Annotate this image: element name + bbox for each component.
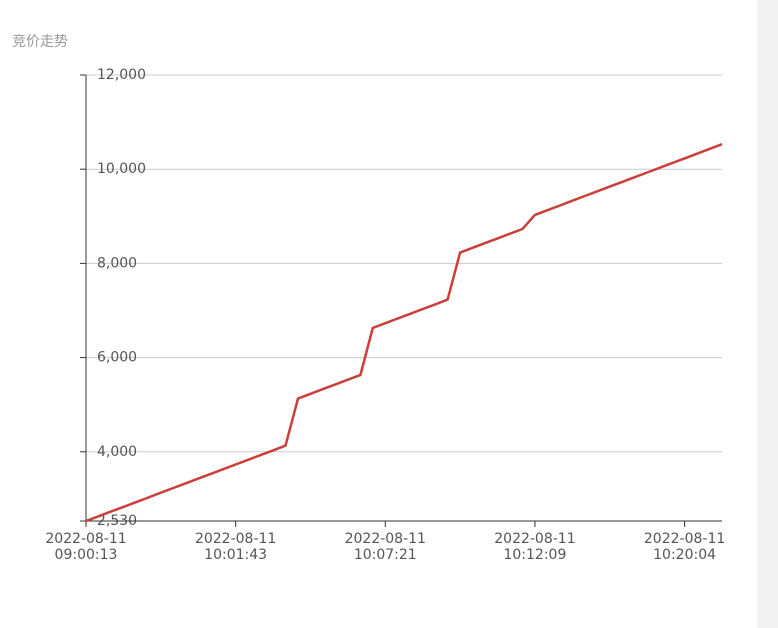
side-strip [757,0,778,628]
x-tick-label: 2022-08-11 10:07:21 [344,531,426,563]
y-tick-label: 6,000 [97,350,137,366]
y-tick-label: 4,000 [97,444,137,460]
x-tick-label: 2022-08-11 09:00:13 [45,531,127,563]
y-tick-label: 12,000 [97,67,146,83]
chart-title: 竞价走势 [12,33,68,50]
y-tick-label: 8,000 [97,255,137,271]
line [85,143,723,523]
y-tick-label: 10,000 [97,161,146,177]
x-tick-label: 2022-08-11 10:01:43 [194,531,277,563]
x-tick-label: 2022-08-11 10:12:09 [494,531,576,563]
x-tick-label: 2022-08-11 10:20:04 [643,531,726,563]
